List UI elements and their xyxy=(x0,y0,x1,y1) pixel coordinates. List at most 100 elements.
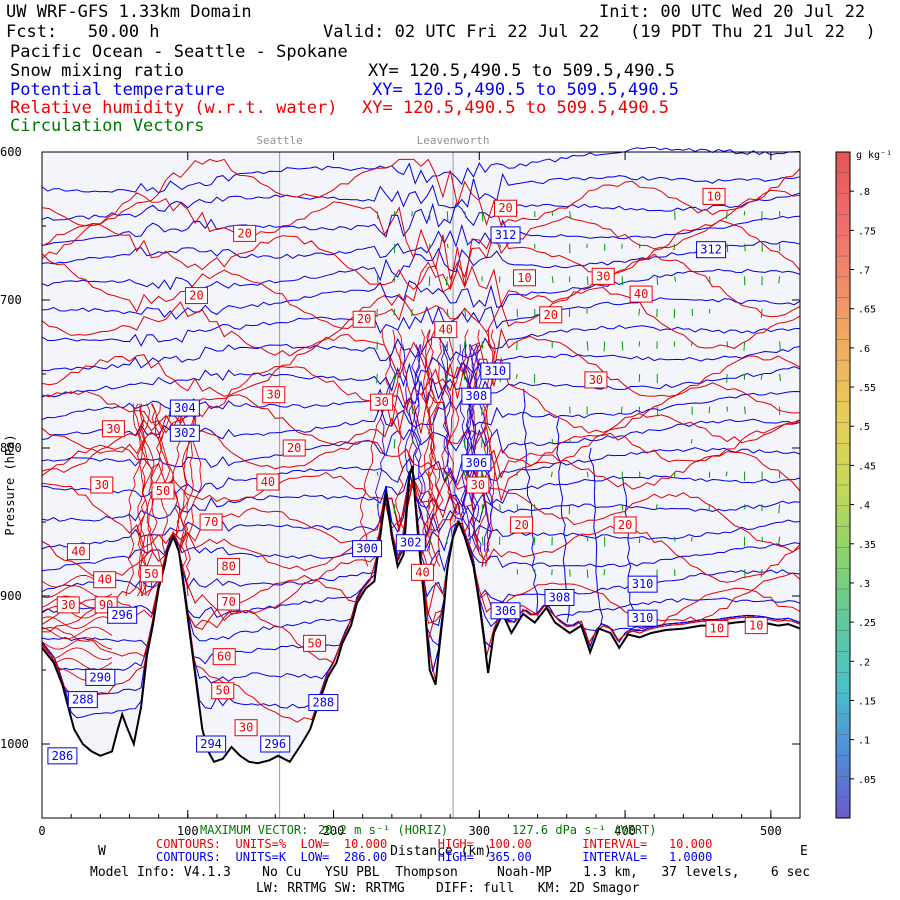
scribble-contour xyxy=(424,329,440,567)
field-vectors-label: Circulation Vectors xyxy=(10,116,205,136)
rh-label-box xyxy=(303,634,327,652)
circulation-vector xyxy=(533,536,536,546)
scribble-contour xyxy=(132,403,147,597)
scribble-contour xyxy=(462,344,482,552)
circulation-vector xyxy=(499,504,501,511)
theta-contour-line xyxy=(622,477,635,620)
circulation-vector xyxy=(779,373,782,381)
circulation-vector xyxy=(464,211,467,218)
circulation-vector xyxy=(376,373,378,384)
x-axis-label: Distance (km) xyxy=(390,844,492,859)
rh-label-text: 10 xyxy=(710,622,724,636)
ground-fill xyxy=(42,465,800,818)
theta-label: 304 xyxy=(169,399,200,417)
theta-label-text: 302 xyxy=(174,426,196,440)
theta-contours xyxy=(41,146,801,719)
theta-label: 306 xyxy=(490,602,521,620)
circulation-vector xyxy=(393,504,396,514)
scribble-contour xyxy=(460,344,478,537)
rh-label-box xyxy=(233,224,257,242)
scribble-contour xyxy=(359,329,392,567)
scribble-contour xyxy=(441,329,458,537)
rh-label: 10 xyxy=(702,187,726,205)
circulation-vector xyxy=(481,406,483,416)
circulation-vector xyxy=(656,406,659,417)
circulation-vector xyxy=(690,439,693,444)
rh-label-box xyxy=(139,565,163,583)
theta-label: 310 xyxy=(627,575,658,593)
rh-contour-line xyxy=(41,327,801,397)
rh-label-text: 10 xyxy=(749,619,763,633)
circulation-vector xyxy=(638,341,641,347)
rh-label-box xyxy=(629,285,653,303)
theta-label-box xyxy=(169,399,200,417)
theta-label-box xyxy=(461,387,492,405)
rh-label: 30 xyxy=(262,386,286,404)
colorbar-label: .6 xyxy=(858,344,870,355)
circulation-vector xyxy=(376,211,379,219)
circulation-vector xyxy=(411,439,414,444)
theta-contour-line xyxy=(41,471,801,550)
rh-label-box xyxy=(93,571,117,589)
circulation-vector xyxy=(498,471,501,479)
circulation-vector xyxy=(744,406,746,415)
theta-contour-line xyxy=(41,324,801,372)
rh-label: 10 xyxy=(744,617,768,635)
rh-label: 40 xyxy=(93,571,117,589)
colorbar-label: .45 xyxy=(858,461,876,472)
theta-label-box xyxy=(490,226,521,244)
theta-label-text: 286 xyxy=(52,749,74,763)
rh-label-text: 50 xyxy=(216,684,230,698)
rh-label-box xyxy=(56,596,80,614)
theta-label-box xyxy=(196,735,227,753)
theta-label-text: 296 xyxy=(111,608,133,622)
rh-label-box xyxy=(510,516,534,534)
circulation-vector xyxy=(779,341,781,351)
theta-contour-line xyxy=(588,447,604,626)
rh-label-text: 30 xyxy=(267,388,281,402)
theta-label-text: 306 xyxy=(495,604,517,618)
rh-label-text: 10 xyxy=(707,189,721,203)
circulation-vector xyxy=(481,211,484,222)
circulation-vector xyxy=(569,211,572,219)
rh-label-box xyxy=(613,516,637,534)
colorbar-label: .4 xyxy=(858,501,870,512)
circulation-vector xyxy=(586,569,589,579)
rh-label-box xyxy=(282,439,306,457)
theta-label-text: 312 xyxy=(495,228,517,242)
circulation-vector xyxy=(586,341,589,351)
forecast-hour: Fcst: 50.00 h xyxy=(6,22,160,42)
theta-contour-line xyxy=(41,240,801,291)
field-snow-label: Snow mixing ratio xyxy=(10,61,184,81)
circulation-vector xyxy=(445,471,448,482)
circulation-vector xyxy=(446,308,449,317)
terrain-line xyxy=(41,465,801,765)
rh-label-box xyxy=(410,563,434,581)
x-tick-label: 100 xyxy=(177,824,199,838)
rh-label-text: 20 xyxy=(618,518,632,532)
scribble-contour xyxy=(404,344,421,478)
scribble-contour xyxy=(420,329,444,567)
rh-contour-line xyxy=(41,286,801,357)
theta-label-box xyxy=(490,602,521,620)
rh-label: 50 xyxy=(151,482,175,500)
theta-label-box xyxy=(169,424,200,442)
theta-label: 308 xyxy=(461,387,492,405)
model-title: UW WRF-GFS 1.33km Domain xyxy=(6,2,252,22)
rh-label-box xyxy=(370,393,394,411)
theta-contour-line xyxy=(41,215,801,265)
colorbar-label: .3 xyxy=(858,579,870,590)
rh-label: 20 xyxy=(352,310,376,328)
circulation-vector xyxy=(499,243,502,248)
rh-label-text: 20 xyxy=(514,518,528,532)
circulation-vector xyxy=(393,308,396,316)
rh-contour-line xyxy=(41,357,801,434)
rh-label-text: 20 xyxy=(544,308,558,322)
x-tick-label: 500 xyxy=(760,824,782,838)
colorbar-unit: g kg⁻¹ xyxy=(856,150,892,161)
rh-label-text: 50 xyxy=(156,484,170,498)
rh-label: 10 xyxy=(705,620,729,638)
rh-label-text: 20 xyxy=(287,441,301,455)
scribble-contour xyxy=(151,403,171,560)
y-tick-label: 600 xyxy=(0,145,22,159)
